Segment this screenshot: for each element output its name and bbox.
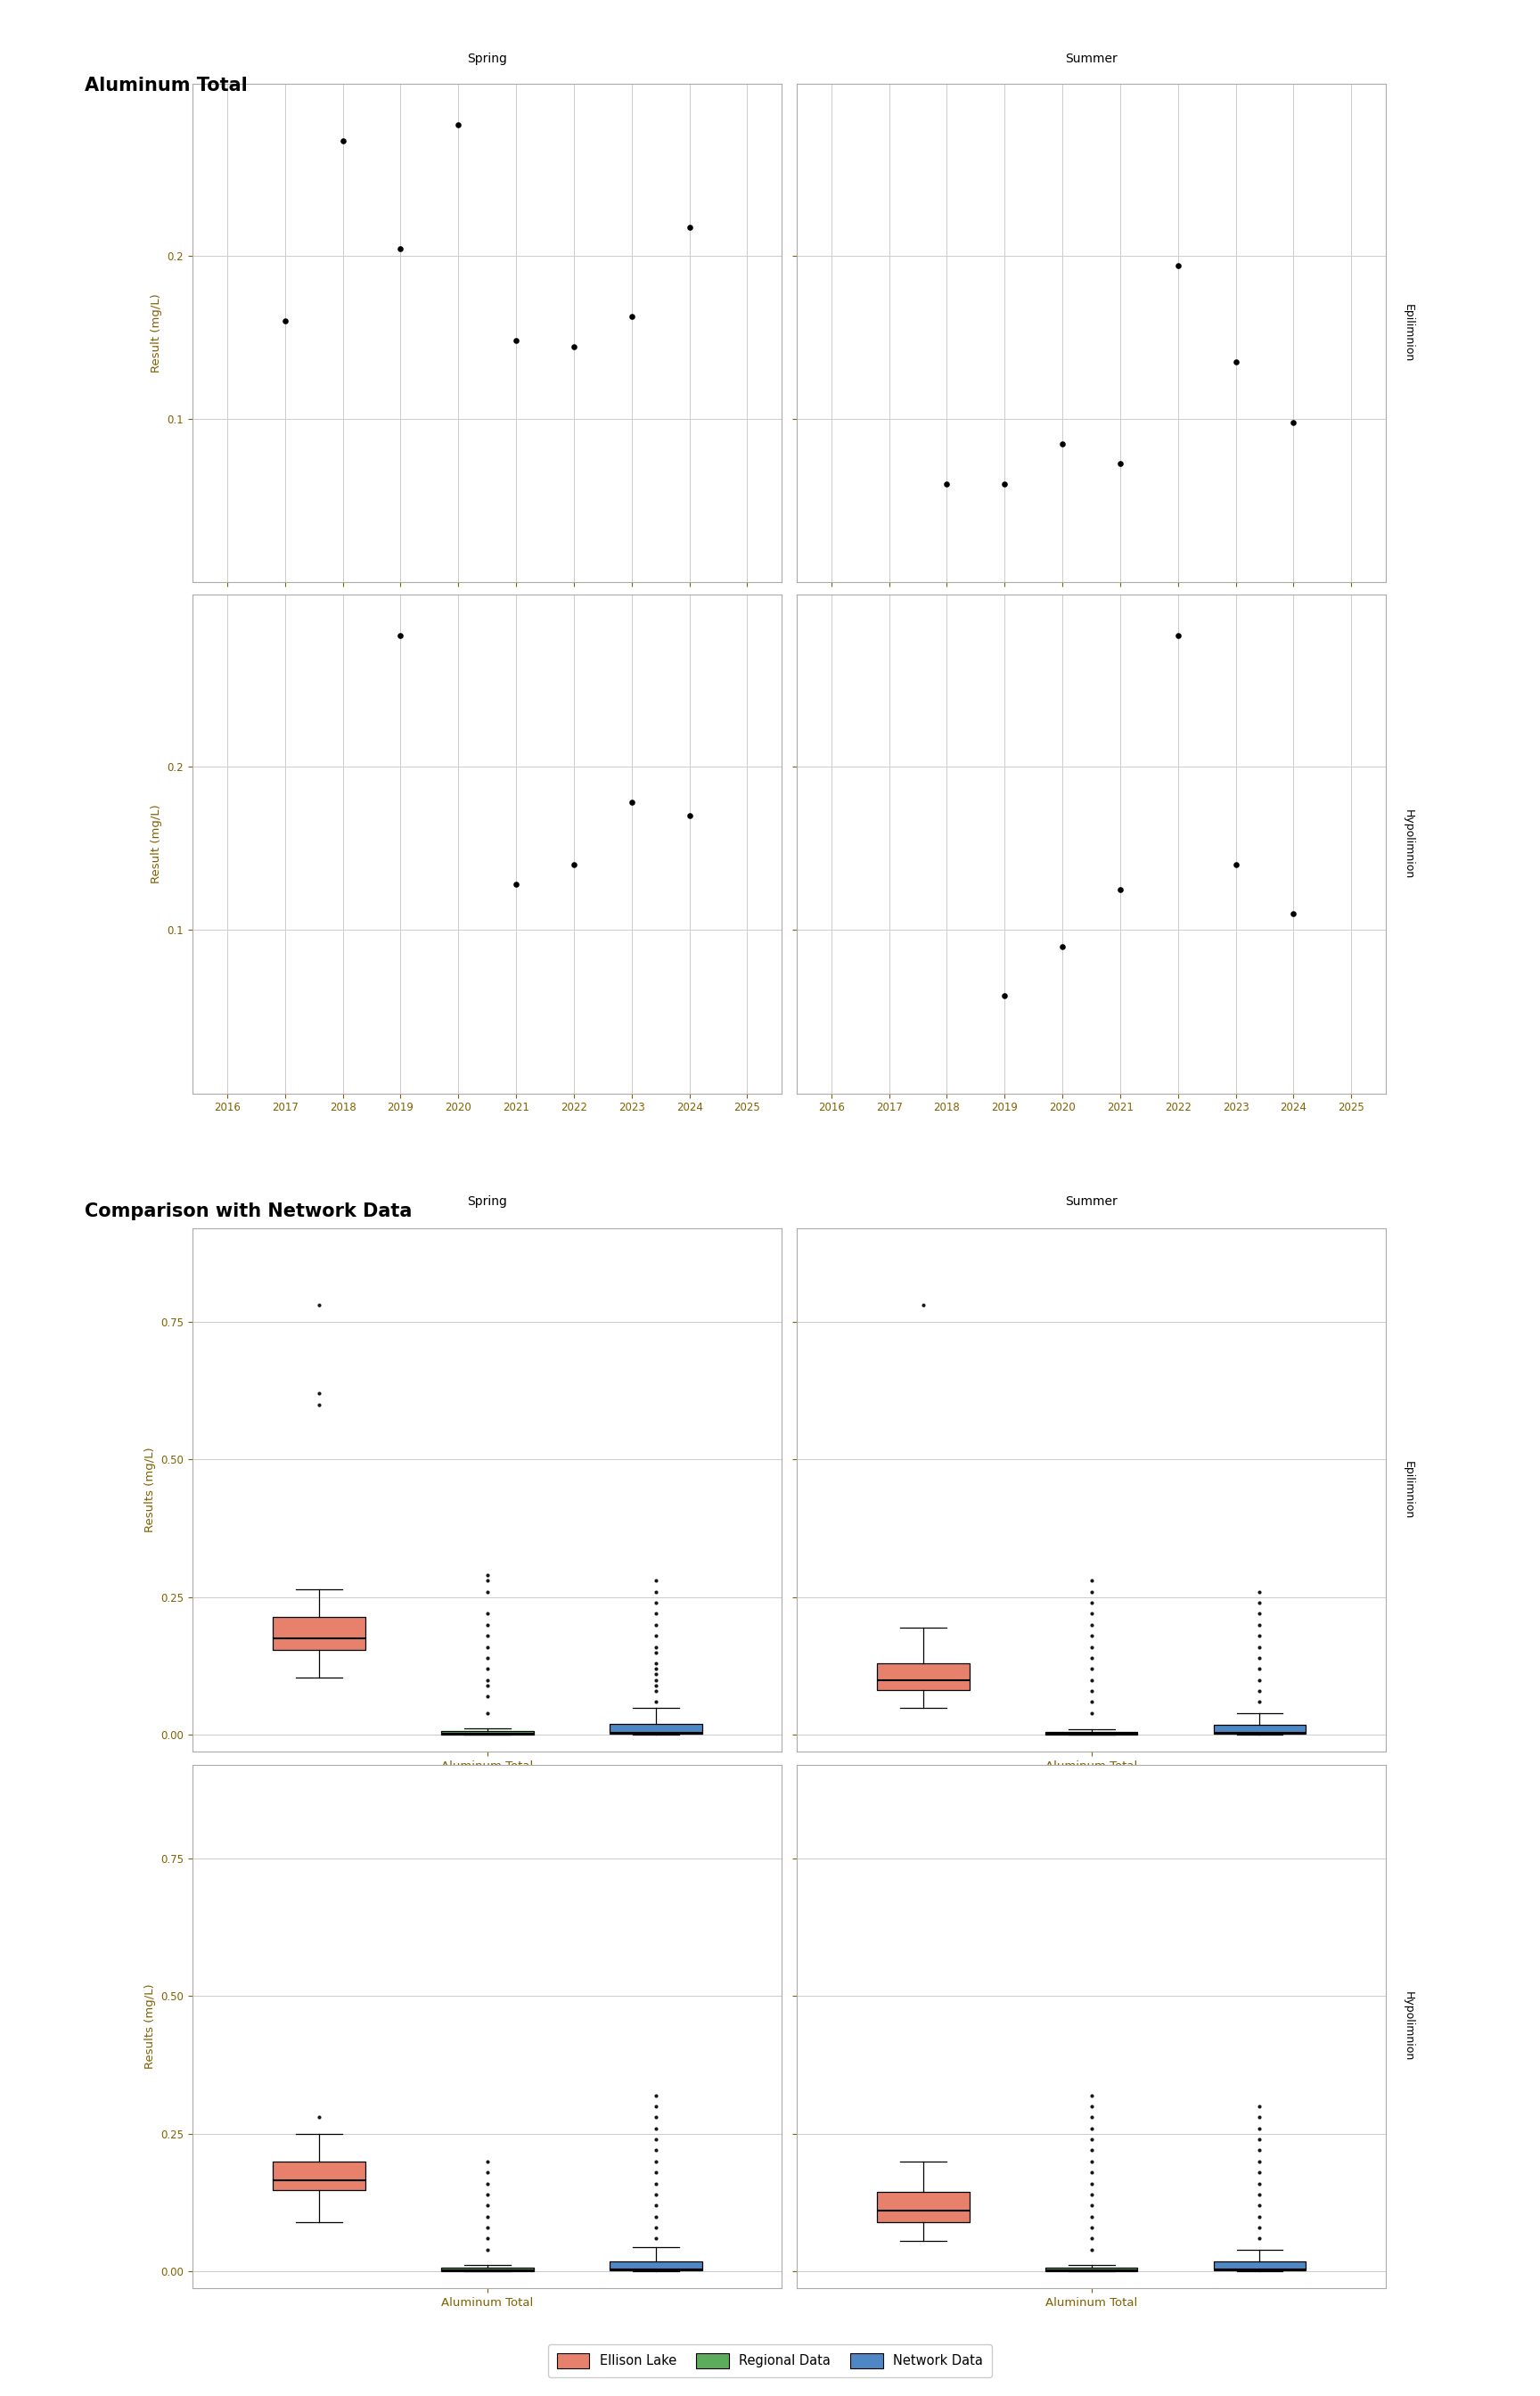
- Point: [504, 321, 528, 359]
- Legend: Ellison Lake, Regional Data, Network Data: Ellison Lake, Regional Data, Network Dat…: [548, 2343, 992, 2377]
- Point: [1223, 343, 1247, 381]
- Point: [619, 297, 644, 335]
- Point: [678, 795, 702, 834]
- Point: [1166, 616, 1190, 654]
- Y-axis label: Results (mg/L): Results (mg/L): [145, 1447, 156, 1533]
- PathPatch shape: [1214, 1725, 1306, 1735]
- Point: [331, 122, 356, 161]
- Point: [1050, 927, 1075, 966]
- Point: [935, 465, 959, 503]
- PathPatch shape: [273, 1617, 365, 1648]
- PathPatch shape: [876, 2192, 969, 2221]
- Point: [504, 865, 528, 903]
- Point: [1107, 870, 1132, 908]
- Point: [619, 783, 644, 822]
- Point: [678, 208, 702, 247]
- PathPatch shape: [610, 1725, 702, 1735]
- Point: [562, 328, 587, 367]
- Point: [273, 302, 297, 340]
- Point: [388, 616, 413, 654]
- Point: [388, 230, 413, 268]
- Point: [1050, 424, 1075, 462]
- Point: [1107, 443, 1132, 482]
- Point: [1281, 403, 1306, 441]
- Point: [1223, 846, 1247, 884]
- Y-axis label: Result (mg/L): Result (mg/L): [151, 805, 162, 884]
- PathPatch shape: [440, 2267, 533, 2271]
- Point: [1166, 247, 1190, 285]
- Point: [1281, 894, 1306, 932]
- Point: [992, 975, 1016, 1014]
- Y-axis label: Result (mg/L): Result (mg/L): [151, 295, 162, 374]
- PathPatch shape: [1046, 1732, 1138, 1735]
- Point: [992, 465, 1016, 503]
- Text: Comparison with Network Data: Comparison with Network Data: [85, 1203, 413, 1220]
- Text: Aluminum Total: Aluminum Total: [85, 77, 248, 93]
- PathPatch shape: [610, 2262, 702, 2271]
- Point: [562, 846, 587, 884]
- PathPatch shape: [273, 2161, 365, 2190]
- PathPatch shape: [1046, 2267, 1138, 2271]
- PathPatch shape: [1214, 2262, 1306, 2271]
- PathPatch shape: [876, 1663, 969, 1689]
- PathPatch shape: [440, 1732, 533, 1735]
- Y-axis label: Results (mg/L): Results (mg/L): [145, 1984, 156, 2070]
- Point: [447, 105, 471, 144]
